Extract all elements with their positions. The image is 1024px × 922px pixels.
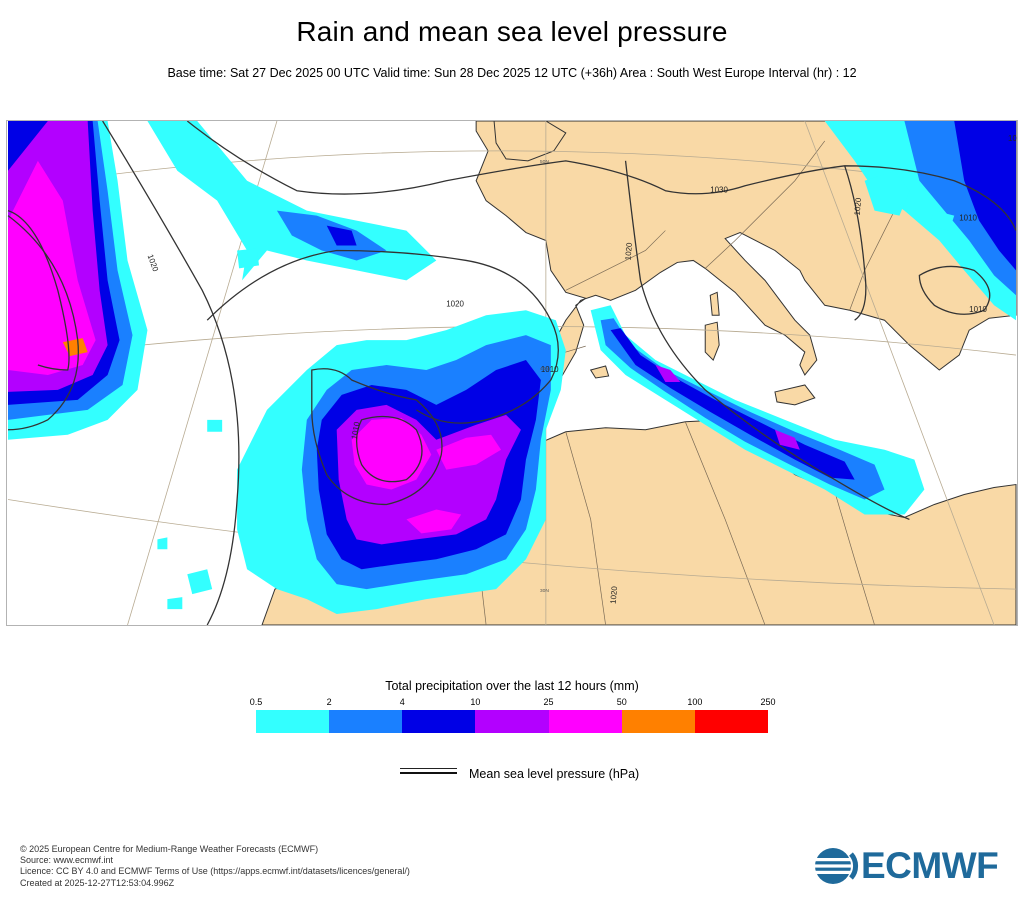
legend-swatch	[256, 710, 330, 733]
graticule-label: 30N	[540, 588, 550, 594]
isobar-label: 1020	[1008, 134, 1017, 143]
graticule-label: 50N	[540, 159, 550, 165]
land-corsica	[709, 291, 720, 316]
credit-line: Created at 2025-12-27T12:53:04.996Z	[20, 877, 175, 888]
isobar-label: 1020	[853, 197, 864, 216]
chart-subtitle: Base time: Sat 27 Dec 2025 00 UTC Valid …	[167, 66, 857, 80]
isobar-label: 1010	[959, 214, 977, 223]
land-sardinia	[704, 321, 720, 361]
map-canvas: 1020 1030 1020 1020 1010 1010 1020 1010 …	[7, 121, 1017, 625]
legend-swatch	[402, 710, 476, 733]
isobar-label: 1020	[446, 299, 464, 308]
isobar-labels: 1020 1030 1020 1020 1010 1010 1020 1010 …	[146, 134, 1017, 604]
chart-title: Rain and mean sea level pressure	[296, 16, 728, 47]
isobar-line	[844, 165, 867, 321]
isobar-line	[918, 265, 991, 315]
isobar-line	[7, 210, 70, 371]
isobar-label: 1010	[969, 305, 987, 314]
legend-swatch	[694, 710, 768, 733]
pressure-line-sample	[400, 768, 457, 774]
isobar-label: 1010	[541, 365, 559, 374]
isobar-label: 1030	[710, 186, 728, 195]
isobar-label: 1020	[624, 242, 635, 261]
pressure-legend-label: Mean sea level pressure (hPa)	[469, 767, 640, 781]
legend-tick: 0.5	[249, 697, 263, 707]
graticule-labels: 50N 40N 30N	[540, 159, 550, 594]
land-mallorca	[589, 365, 610, 379]
precip-iberia-magenta-2	[436, 434, 502, 470]
legend-tick: 4	[399, 697, 405, 707]
isobar-label: 1020	[609, 585, 620, 604]
isobar-line	[102, 121, 240, 625]
precip-iberia-magenta	[351, 417, 432, 490]
legend-swatch	[329, 710, 403, 733]
legend-swatch	[475, 710, 549, 733]
legend-tick: 250	[760, 697, 776, 707]
precip-atlantic-showers	[157, 248, 260, 610]
legend-tick: 25	[543, 697, 554, 707]
ecmwf-logo-text: ECMWF	[861, 845, 999, 886]
land-sicily	[774, 384, 816, 406]
isobar-line	[624, 160, 910, 521]
precip-ne-cyan-3	[929, 210, 955, 231]
pressure-legend: Mean sea level pressure (hPa)	[400, 766, 660, 786]
isobars	[7, 121, 1017, 625]
legend-title: Total precipitation over the last 12 hou…	[385, 679, 639, 693]
legend-tick: 100	[687, 697, 703, 707]
legend-swatch	[548, 710, 622, 733]
precipitation-field	[8, 121, 1016, 615]
credit-line: © 2025 European Centre for Medium-Range …	[20, 844, 319, 854]
precip-ne-cyan-2	[864, 170, 910, 216]
isobar-line	[186, 121, 1017, 231]
isobar-line	[206, 249, 559, 424]
credits: © 2025 European Centre for Medium-Range …	[20, 844, 410, 889]
isobar-line	[311, 368, 443, 506]
ecmwf-logo-icon	[813, 848, 859, 884]
legend-tick: 10	[470, 697, 481, 707]
credit-line: Source: www.ecmwf.int	[20, 855, 114, 866]
precip-atlantic-magenta	[8, 160, 96, 375]
weather-map: 1020 1030 1020 1020 1010 1010 1020 1010 …	[6, 120, 1018, 626]
isobar-line	[355, 415, 423, 483]
precip-iberia-magenta-3	[406, 509, 462, 534]
legend-colorbar	[256, 710, 768, 733]
isobar-label: 1010	[350, 421, 362, 441]
legend-ticks: 0.5 2 4 10 25 50 100 250	[250, 697, 776, 709]
precip-med-purple	[655, 365, 800, 450]
legend-tick: 50	[616, 697, 627, 707]
legend-swatch	[621, 710, 695, 733]
credit-line: Licence: CC BY 4.0 and ECMWF Terms of Us…	[20, 866, 410, 877]
graticule-label: 40N	[540, 366, 550, 372]
isobar-line	[7, 215, 79, 431]
precip-biscay-blue	[276, 210, 387, 261]
legend-tick: 2	[326, 697, 332, 707]
ecmwf-logo: ECMWF	[813, 846, 1008, 886]
